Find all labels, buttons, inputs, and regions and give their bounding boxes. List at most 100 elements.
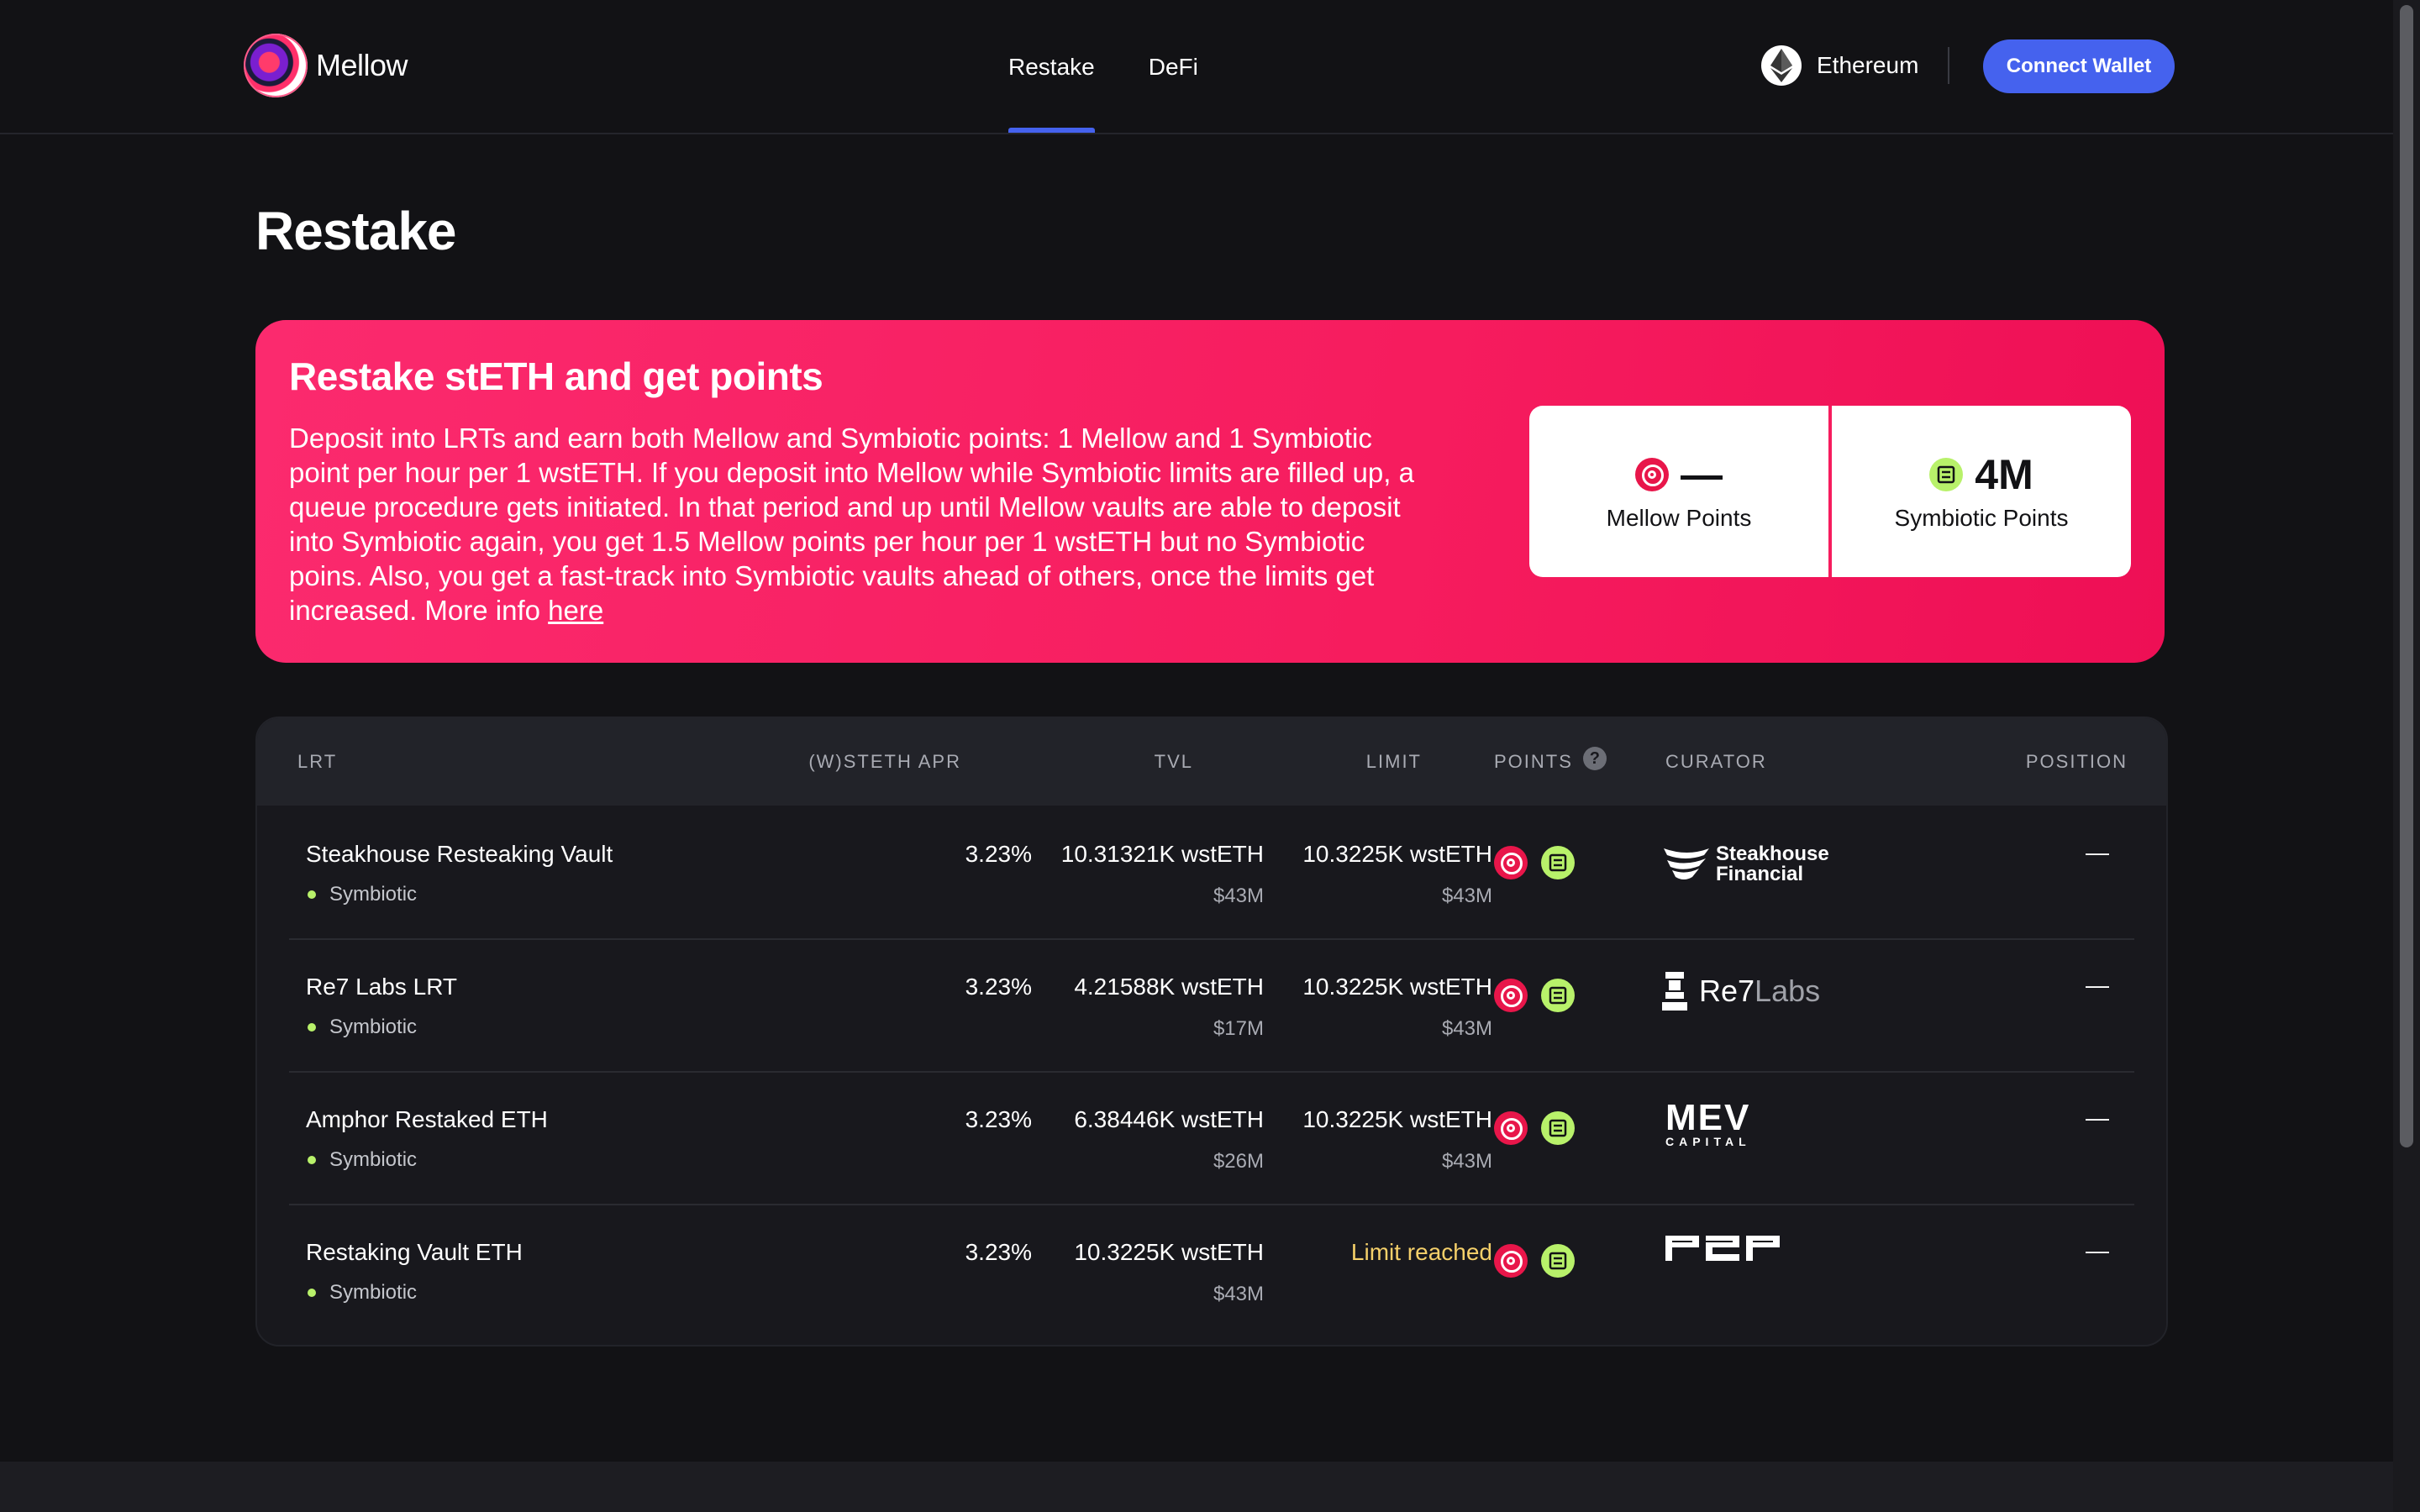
status-dot-icon <box>308 1156 316 1164</box>
curator-logo: MEV CAPITAL <box>1665 1097 1751 1149</box>
vault-limit: 10.3225K wstETH <box>1302 1106 1492 1132</box>
mellow-logo[interactable]: Mellow <box>244 34 408 97</box>
header-lrt: LRT <box>297 751 338 772</box>
network-selector[interactable]: Ethereum <box>1761 45 1918 86</box>
table-row[interactable]: Re7 Labs LRT Symbiotic 3.23% 4.21588K ws… <box>289 938 2134 1073</box>
network-label: Ethereum <box>1817 52 1919 78</box>
vault-limit: 10.3225K wstETH <box>1302 841 1492 867</box>
curator-logo <box>1665 1236 1780 1265</box>
vault-position: — <box>2086 972 2109 998</box>
mellow-points-icon <box>1494 979 1528 1012</box>
more-info-link[interactable]: here <box>548 595 604 626</box>
vault-points <box>1494 846 1575 879</box>
vault-points <box>1494 979 1575 1012</box>
symbiotic-points-icon <box>1541 979 1575 1012</box>
header-tvl: TVL <box>1154 751 1193 772</box>
vault-tag-label: Symbiotic <box>329 1016 418 1038</box>
status-dot-icon <box>308 1289 316 1297</box>
header-apr: (W)STETH APR <box>808 751 961 772</box>
vault-name: Amphor Restaked ETH <box>306 1106 548 1132</box>
ethereum-icon <box>1761 45 1802 86</box>
points-help-icon[interactable]: ? <box>1582 747 1607 771</box>
vault-tvl: 4.21588K wstETH <box>1074 974 1264 1000</box>
vault-tag: Symbiotic <box>306 1016 417 1039</box>
symbiotic-points-label: Symbiotic Points <box>1894 505 2069 531</box>
banner-description: Deposit into LRTs and earn both Mellow a… <box>289 421 1432 627</box>
points-banner: Restake stETH and get points Deposit int… <box>255 320 2165 663</box>
banner-text: Deposit into LRTs and earn both Mellow a… <box>289 423 1414 626</box>
logo-text: Mellow <box>316 48 408 82</box>
steakhouse-wing-icon <box>1664 848 1709 879</box>
p2p-logo-icon <box>1665 1236 1780 1261</box>
header-position: POSITION <box>2025 751 2128 772</box>
header-points: POINTS? <box>1494 718 1607 806</box>
curator-logo: Re7Labs <box>1662 972 1820 1011</box>
vault-tvl: 10.3225K wstETH <box>1074 1239 1264 1265</box>
curator-line2: Financial <box>1716 863 1804 885</box>
main-nav: Restake DeFi <box>1008 0 1198 133</box>
mellow-logo-icon <box>244 34 308 97</box>
curator-logo: Steakhouse Financial <box>1662 844 1829 885</box>
symbiotic-points-icon <box>1541 1111 1575 1145</box>
vault-tvl: 6.38446K wstETH <box>1074 1106 1264 1132</box>
curator-line1: MEV <box>1665 1097 1751 1138</box>
nav-restake[interactable]: Restake <box>1008 0 1095 133</box>
vault-tag-label: Symbiotic <box>329 883 418 906</box>
vault-tag: Symbiotic <box>306 1281 417 1305</box>
vault-limit-usd: $43M <box>1441 885 1492 907</box>
vault-tvl: 10.31321K wstETH <box>1060 841 1264 867</box>
vault-points <box>1494 1111 1575 1145</box>
status-dot-icon <box>308 1023 316 1032</box>
mellow-points-label: Mellow Points <box>1606 505 1752 531</box>
vault-limit-usd: $43M <box>1441 1017 1492 1040</box>
nav-defi[interactable]: DeFi <box>1148 54 1198 80</box>
vault-position: — <box>2086 1237 2109 1263</box>
scrollbar-thumb[interactable] <box>2400 5 2413 1147</box>
curator-line1: Steakhouse <box>1716 843 1829 865</box>
mellow-points-icon <box>1494 846 1528 879</box>
vault-tvl-usd: $26M <box>1213 1150 1264 1173</box>
header-curator: CURATOR <box>1665 751 1767 772</box>
top-header: Mellow Restake DeFi Ethereum Connect Wal… <box>0 0 2393 134</box>
scrollbar[interactable] <box>2393 0 2420 1512</box>
re7-tower-icon <box>1662 972 1687 1011</box>
table-row[interactable]: Steakhouse Resteaking Vault Symbiotic 3.… <box>289 806 2134 940</box>
mellow-points-card: — Mellow Points <box>1529 406 1828 577</box>
connect-wallet-button[interactable]: Connect Wallet <box>1983 39 2175 93</box>
symbiotic-points-value: 4M <box>1975 451 2033 498</box>
table-row[interactable]: Restaking Vault ETH Symbiotic 3.23% 10.3… <box>289 1204 2134 1336</box>
vault-limit: 10.3225K wstETH <box>1302 974 1492 1000</box>
vault-name: Restaking Vault ETH <box>306 1239 523 1265</box>
limit-reached-label: Limit reached <box>1350 1239 1492 1265</box>
vault-apr: 3.23% <box>965 1239 1032 1265</box>
curator-line2: Labs <box>1754 974 1821 1008</box>
vaults-table: LRT (W)STETH APR TVL LIMIT POINTS? CURAT… <box>255 717 2168 1347</box>
symbiotic-points-icon <box>1541 1244 1575 1278</box>
page-title: Restake <box>255 201 456 261</box>
vault-name: Re7 Labs LRT <box>306 974 458 1000</box>
vault-tvl-usd: $17M <box>1213 1017 1264 1040</box>
vault-position: — <box>2086 839 2109 865</box>
vault-apr: 3.23% <box>965 1106 1032 1132</box>
symbiotic-points-card: 4M Symbiotic Points <box>1828 406 2131 577</box>
header-limit: LIMIT <box>1365 751 1422 772</box>
curator-line1: Re7 <box>1699 974 1755 1008</box>
status-dot-icon <box>308 890 316 899</box>
curator-line2: CAPITAL <box>1665 1135 1751 1148</box>
vault-tvl-usd: $43M <box>1213 1283 1264 1305</box>
table-row[interactable]: Amphor Restaked ETH Symbiotic 3.23% 6.38… <box>289 1071 2134 1205</box>
vault-name: Steakhouse Resteaking Vault <box>306 841 613 867</box>
vault-limit-usd: $43M <box>1441 1150 1492 1173</box>
vault-points <box>1494 1244 1575 1278</box>
vault-tag-label: Symbiotic <box>329 1281 418 1304</box>
mellow-points-icon <box>1494 1244 1528 1278</box>
vault-tag: Symbiotic <box>306 1148 417 1172</box>
vault-tag-label: Symbiotic <box>329 1148 418 1171</box>
header-points-label: POINTS <box>1494 751 1573 772</box>
symbiotic-points-icon <box>1541 846 1575 879</box>
vault-position: — <box>2086 1105 2109 1131</box>
vault-tag: Symbiotic <box>306 883 417 906</box>
table-header: LRT (W)STETH APR TVL LIMIT POINTS? CURAT… <box>257 718 2166 806</box>
banner-title: Restake stETH and get points <box>289 354 823 398</box>
vault-apr: 3.23% <box>965 974 1032 1000</box>
